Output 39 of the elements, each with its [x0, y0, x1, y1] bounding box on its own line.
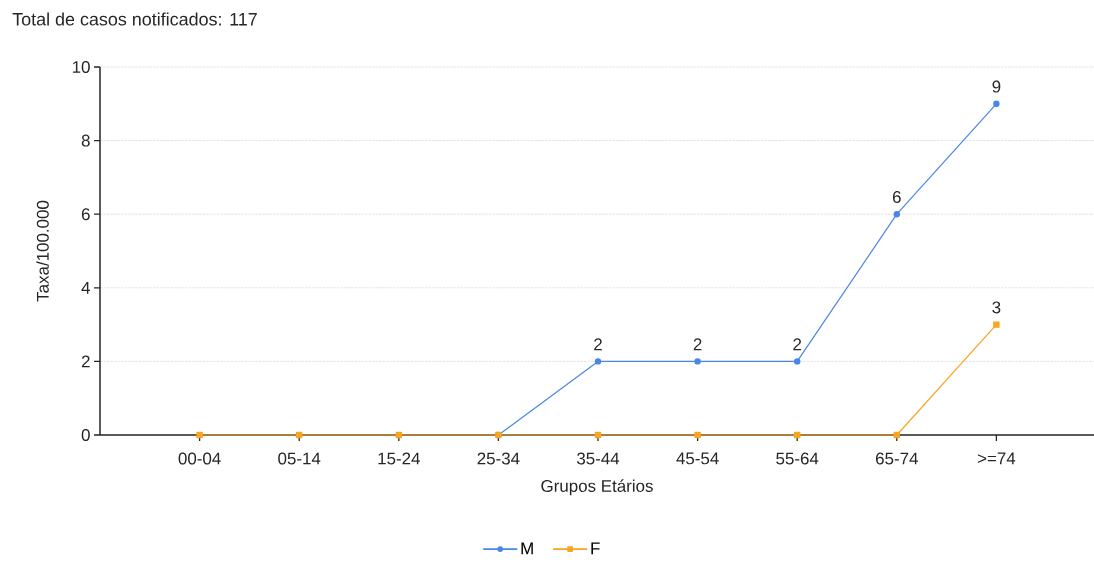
point — [993, 100, 1000, 107]
y-axis-title: Taxa/100.000 — [36, 200, 49, 302]
point — [694, 358, 701, 365]
point — [594, 431, 602, 439]
data-label: 2 — [693, 338, 702, 351]
point — [993, 321, 1000, 328]
point — [594, 358, 602, 365]
point — [794, 358, 801, 365]
point — [694, 431, 701, 439]
x-tick-label: 65-74 — [876, 452, 918, 465]
data-label: 2 — [594, 338, 602, 351]
point — [794, 431, 801, 439]
point — [296, 431, 303, 439]
x-tick-label: 35-44 — [576, 452, 620, 465]
y-tick-label: 8 — [81, 134, 90, 147]
y-tick-label: 6 — [81, 208, 90, 221]
x-tick-label: 25-34 — [477, 452, 520, 465]
point — [893, 431, 900, 439]
chart-title: Total de casos notificados: 117 — [12, 12, 257, 26]
x-tick-label: 05-14 — [278, 452, 321, 465]
y-tick-label: 4 — [81, 281, 90, 294]
data-label: 2 — [793, 338, 802, 351]
y-tick-label: 0 — [81, 429, 90, 441]
x-tick-label: 15-24 — [378, 452, 420, 465]
legend-label: M — [521, 542, 533, 555]
point — [395, 431, 402, 439]
point — [893, 211, 900, 218]
y-tick-label: 2 — [81, 355, 90, 368]
x-axis-title: Grupos Etários — [541, 479, 653, 496]
x-tick-label: 00-04 — [178, 452, 221, 465]
point — [196, 431, 203, 439]
y-tick-label: 10 — [72, 61, 90, 73]
x-tick-label: 45-54 — [676, 452, 719, 465]
data-label: 6 — [892, 191, 901, 203]
x-tick-label: 55-64 — [776, 452, 819, 465]
x-tick-label: >=74 — [977, 452, 1016, 465]
data-label: 9 — [992, 80, 1001, 93]
data-label: 3 — [992, 301, 1001, 314]
legend-label: F — [591, 542, 600, 555]
